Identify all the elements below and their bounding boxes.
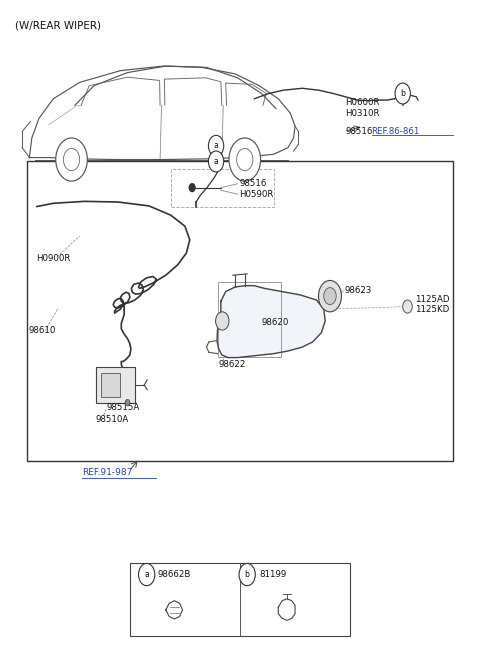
Text: 98516: 98516: [239, 179, 266, 188]
Text: 98510A: 98510A: [96, 415, 129, 424]
Text: 98515A: 98515A: [107, 403, 140, 412]
Circle shape: [403, 300, 412, 313]
Bar: [96, 367, 135, 403]
Text: 98516: 98516: [345, 127, 372, 136]
Circle shape: [208, 151, 224, 172]
Text: 98620: 98620: [262, 318, 289, 327]
Circle shape: [216, 312, 229, 330]
Text: H0600R: H0600R: [345, 98, 380, 107]
Text: 98662B: 98662B: [157, 570, 191, 579]
Text: a: a: [214, 157, 218, 166]
Text: (W/REAR WIPER): (W/REAR WIPER): [15, 20, 101, 31]
Text: 1125KD: 1125KD: [415, 305, 449, 314]
Bar: [170, 169, 274, 206]
Circle shape: [324, 288, 336, 305]
Text: a: a: [144, 570, 149, 579]
Circle shape: [56, 138, 87, 181]
Circle shape: [239, 563, 255, 586]
Text: 81199: 81199: [259, 570, 287, 579]
Text: H0590R: H0590R: [239, 190, 274, 198]
Text: H0310R: H0310R: [345, 109, 380, 118]
Text: b: b: [400, 89, 405, 98]
Bar: [130, 563, 350, 636]
Circle shape: [319, 280, 341, 312]
Text: b: b: [245, 570, 250, 579]
Circle shape: [395, 83, 410, 104]
Circle shape: [189, 183, 195, 191]
Circle shape: [125, 400, 130, 406]
Circle shape: [139, 563, 155, 586]
Text: 98610: 98610: [28, 326, 56, 335]
Text: REF.91-987: REF.91-987: [82, 468, 132, 477]
Circle shape: [63, 149, 80, 171]
Text: H0900R: H0900R: [36, 254, 71, 263]
Text: 98623: 98623: [344, 286, 372, 295]
Circle shape: [237, 149, 253, 171]
Polygon shape: [217, 286, 325, 358]
Bar: [101, 373, 120, 398]
Text: REF.86-861: REF.86-861: [372, 127, 420, 136]
Text: 98622: 98622: [218, 360, 246, 369]
Bar: [27, 161, 453, 462]
Text: a: a: [214, 141, 218, 150]
Circle shape: [208, 136, 224, 157]
Text: 1125AD: 1125AD: [415, 295, 449, 304]
Circle shape: [229, 138, 261, 181]
Bar: [218, 282, 281, 357]
